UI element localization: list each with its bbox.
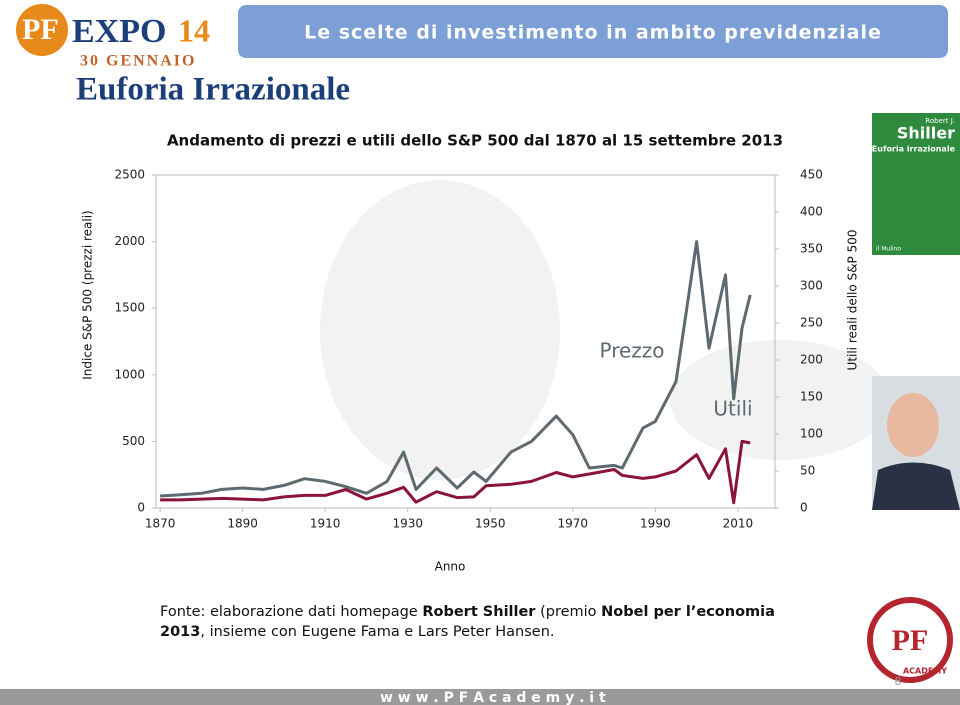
y-tick-label: 1500 [114, 301, 145, 315]
y2-tick-label: 0 [800, 501, 808, 515]
book-cover [872, 113, 960, 255]
logo-date: 30 GENNAIO [80, 53, 196, 70]
y2-tick-label: 400 [800, 205, 823, 219]
plot-frame [155, 174, 776, 509]
series-line [160, 439, 751, 505]
y-tick-label: 1000 [114, 367, 145, 381]
logo-expo: EXPO [72, 13, 166, 50]
series-annotation: Prezzo [599, 339, 664, 363]
series-annotation: Utili [713, 397, 752, 421]
note-text: Fonte: elaborazione dati homepage [160, 604, 423, 620]
plot: 0 500 1000 1500 2000 2500 0 50 100 150 200 250 300 35… [114, 168, 822, 531]
logo-circle [16, 4, 68, 56]
y-tick-label: 0 [137, 501, 145, 515]
portrait-face [887, 393, 939, 457]
x-tick-label: 1990 [640, 517, 671, 531]
book-author-first: Robert J. [925, 117, 955, 125]
slide-title: Euforia Irrazionale [76, 72, 350, 108]
source-note: Fonte: elaborazione dati homepage Robert… [160, 602, 820, 642]
note-text: (premio [535, 604, 602, 620]
watermark [320, 180, 560, 480]
y-tick-label: 2000 [114, 234, 145, 248]
x-tick-label: 1930 [392, 517, 423, 531]
y2-tick-label: 50 [800, 464, 815, 478]
logo-edition: 14 [178, 12, 210, 48]
academy-logo-text: ACADEMY [903, 667, 947, 676]
y2-tick-label: 350 [800, 242, 823, 256]
banner [238, 5, 948, 58]
book-title: Euforia irrazionale [872, 145, 956, 154]
portrait-suit [872, 462, 960, 510]
x-axis-label: Anno [435, 560, 466, 574]
y2-tick-label: 150 [800, 390, 823, 404]
y2-tick-label: 100 [800, 427, 823, 441]
y-tick-label: 2500 [114, 168, 145, 182]
book-publisher: il Mulino [876, 246, 901, 253]
footer-url: w w w . P F A c a d e m y . i t [380, 690, 606, 705]
series-line [160, 240, 752, 498]
page-number: 8 [895, 675, 902, 688]
footer-bar [0, 689, 960, 705]
chart-title: Andamento di prezzi e utili dello S&P 50… [167, 132, 783, 150]
x-tick-label: 1950 [475, 517, 506, 531]
x-tick-label: 1870 [145, 517, 176, 531]
academy-logo-pf: PF [892, 624, 929, 657]
banner-text: Le scelte di investimento in ambito prev… [304, 22, 882, 44]
y-axis-label: Indice S&P 500 (prezzi reali) [81, 210, 95, 380]
y2-axis-label: Utili reali dello S&P 500 [846, 230, 860, 371]
y2-tick-label: 250 [800, 316, 823, 330]
note-bold: Robert Shiller [422, 604, 536, 620]
book-author: Shiller [897, 124, 955, 143]
y-tick-label: 500 [122, 434, 145, 448]
y2-tick-label: 300 [800, 279, 823, 293]
note-text: , insieme con Eugene Fama e Lars Peter H… [200, 624, 555, 640]
academy-logo [867, 597, 953, 683]
y2-tick-label: 200 [800, 353, 823, 367]
logo-pf: PF [22, 13, 59, 46]
x-tick-label: 1970 [558, 517, 589, 531]
x-tick-label: 2010 [723, 517, 754, 531]
x-tick-label: 1890 [227, 517, 258, 531]
y2-tick-label: 450 [800, 168, 823, 182]
watermark [670, 340, 890, 460]
note-bold: Nobel per l’economia 2013 [160, 604, 775, 640]
x-tick-label: 1910 [310, 517, 341, 531]
